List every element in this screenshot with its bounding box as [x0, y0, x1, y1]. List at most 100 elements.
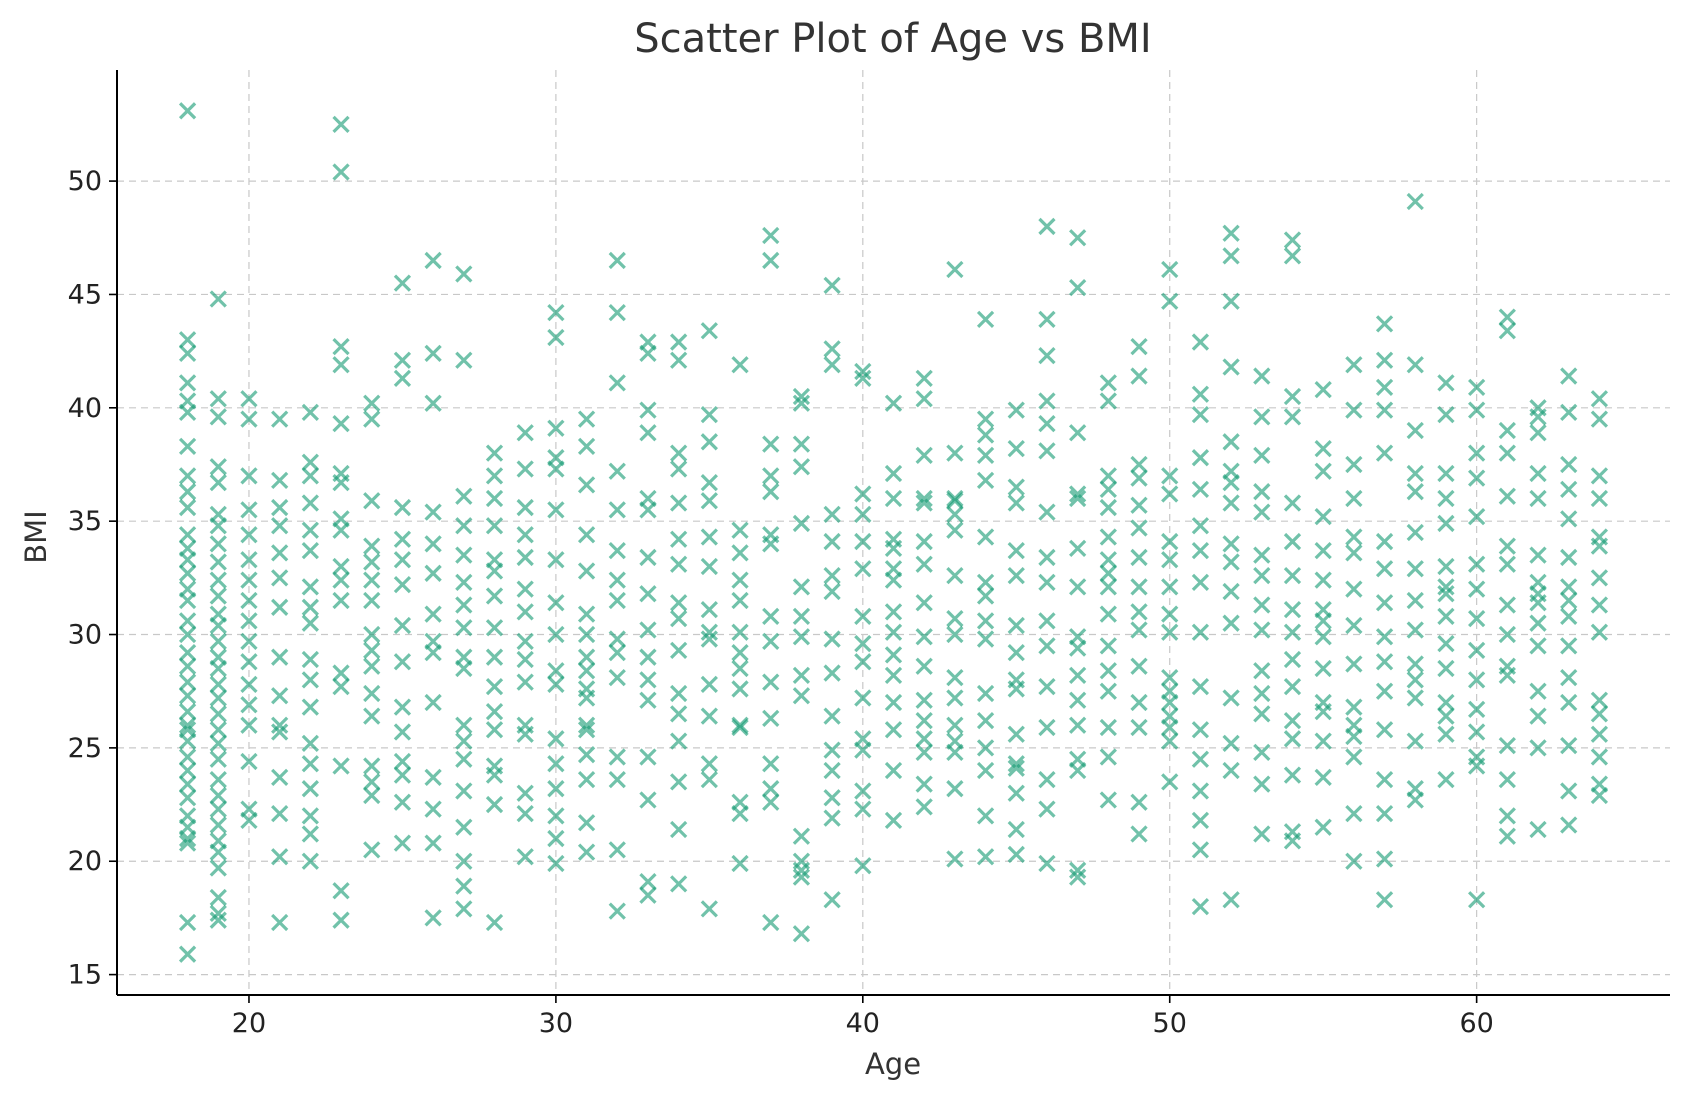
- data-point: [1560, 455, 1578, 474]
- data-point: [1314, 732, 1332, 750]
- data-point: [1191, 897, 1210, 916]
- data-point: [1283, 600, 1302, 619]
- data-point: [240, 390, 258, 408]
- data-point: [547, 625, 565, 644]
- data-point: [731, 644, 749, 662]
- data-point: [946, 850, 964, 868]
- data-point: [700, 600, 718, 619]
- data-point: [792, 435, 811, 453]
- data-point: [1191, 573, 1210, 592]
- data-point: [1437, 489, 1455, 508]
- data-point: [1038, 310, 1056, 329]
- data-point: [1314, 439, 1332, 458]
- data-point: [1498, 322, 1516, 340]
- data-point: [915, 712, 933, 730]
- data-point: [1529, 820, 1547, 839]
- data-point: [209, 904, 227, 923]
- data-point: [823, 532, 841, 551]
- data-point: [700, 707, 718, 725]
- data-point: [1345, 852, 1363, 870]
- data-point: [1099, 392, 1117, 410]
- data-point: [762, 673, 780, 691]
- data-point: [823, 356, 841, 374]
- data-point: [209, 587, 227, 605]
- data-point: [1590, 786, 1609, 805]
- data-point: [209, 859, 227, 877]
- data-point: [1345, 580, 1363, 598]
- data-point: [1007, 759, 1025, 777]
- data-point: [1406, 356, 1424, 374]
- data-point: [332, 115, 350, 134]
- y-tick-label: 25: [68, 733, 102, 764]
- data-point: [178, 644, 197, 662]
- data-point: [209, 843, 227, 861]
- data-point: [1437, 659, 1455, 678]
- data-point: [1191, 517, 1210, 535]
- data-point: [608, 748, 626, 766]
- data-point: [762, 251, 780, 270]
- data-point: [516, 632, 534, 650]
- y-tick-label: 30: [68, 620, 102, 651]
- data-point: [670, 530, 688, 548]
- data-point: [271, 716, 289, 734]
- data-point: [363, 394, 381, 412]
- data-point: [1314, 571, 1332, 589]
- data-point: [915, 555, 933, 573]
- data-point: [1253, 408, 1271, 426]
- data-point: [854, 782, 872, 800]
- data-point: [1069, 861, 1087, 879]
- data-point: [1375, 628, 1394, 646]
- data-point: [946, 505, 964, 523]
- data-point: [1314, 628, 1332, 646]
- data-point: [792, 387, 811, 406]
- data-point: [884, 489, 903, 508]
- data-point: [209, 616, 227, 635]
- data-point: [976, 630, 995, 648]
- data-point: [455, 716, 473, 734]
- data-point: [516, 548, 534, 567]
- data-point: [915, 628, 933, 646]
- data-point: [332, 356, 350, 374]
- data-point: [1069, 279, 1087, 297]
- data-point: [1437, 607, 1455, 626]
- data-point: [1069, 716, 1087, 734]
- data-point: [209, 408, 227, 426]
- data-point: [915, 532, 933, 551]
- data-point: [1222, 247, 1240, 265]
- data-point: [485, 587, 504, 605]
- data-point: [332, 664, 350, 682]
- data-point: [393, 351, 412, 369]
- data-point: [1590, 569, 1609, 587]
- data-point: [485, 766, 504, 784]
- data-point: [1038, 503, 1056, 521]
- data-point: [1007, 542, 1025, 560]
- data-point: [1161, 668, 1179, 687]
- data-point: [547, 662, 565, 680]
- data-point: [792, 628, 811, 646]
- data-point: [455, 265, 473, 283]
- data-point: [424, 394, 442, 412]
- data-point: [577, 437, 596, 455]
- data-point: [455, 750, 473, 768]
- data-point: [1375, 891, 1394, 909]
- data-point: [670, 684, 688, 703]
- data-point: [1253, 743, 1271, 762]
- x-tick-label: 30: [539, 1008, 573, 1039]
- data-point: [1468, 610, 1486, 628]
- data-point: [884, 623, 903, 641]
- data-point: [700, 473, 718, 492]
- y-tick-label: 20: [68, 846, 102, 877]
- data-point: [1314, 768, 1332, 786]
- data-point: [1498, 807, 1516, 825]
- data-point: [762, 435, 780, 453]
- data-point: [1529, 707, 1547, 725]
- data-point: [301, 852, 319, 870]
- data-point: [1437, 725, 1455, 743]
- data-point: [1222, 734, 1240, 752]
- data-point: [1007, 845, 1025, 864]
- data-point: [1437, 634, 1455, 653]
- data-point: [762, 913, 780, 932]
- data-point: [178, 612, 197, 630]
- data-point: [1038, 800, 1056, 818]
- data-point: [854, 634, 872, 653]
